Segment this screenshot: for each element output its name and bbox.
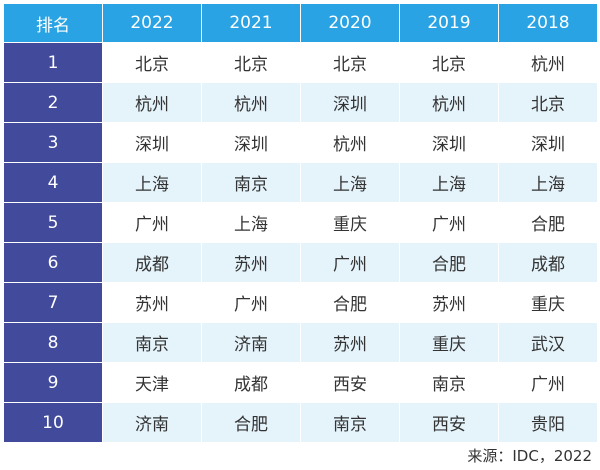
rank-cell: 6 [3, 242, 103, 283]
city-cell: 上海 [498, 162, 598, 203]
city-ranking-table: 排名 2022 2021 2020 2019 2018 1 北京 北京 北京 北… [3, 3, 598, 443]
city-cell: 南京 [102, 322, 202, 363]
header-rank: 排名 [3, 3, 103, 43]
city-cell: 南京 [201, 162, 301, 203]
city-cell: 西安 [399, 402, 499, 443]
table-header-row: 排名 2022 2021 2020 2019 2018 [3, 3, 598, 43]
city-cell: 西安 [300, 362, 400, 403]
city-cell: 杭州 [498, 42, 598, 83]
header-year-2022: 2022 [102, 3, 202, 43]
rank-cell: 4 [3, 162, 103, 203]
city-cell: 合肥 [300, 282, 400, 323]
city-cell: 贵阳 [498, 402, 598, 443]
city-cell: 济南 [102, 402, 202, 443]
table-row: 10 济南 合肥 南京 西安 贵阳 [3, 402, 598, 443]
city-cell: 广州 [399, 202, 499, 243]
rank-cell: 2 [3, 82, 103, 123]
city-cell: 北京 [399, 42, 499, 83]
city-cell: 济南 [201, 322, 301, 363]
city-cell: 成都 [498, 242, 598, 283]
city-cell: 深圳 [300, 82, 400, 123]
city-cell: 苏州 [399, 282, 499, 323]
city-cell: 北京 [201, 42, 301, 83]
city-cell: 成都 [102, 242, 202, 283]
city-cell: 杭州 [102, 82, 202, 123]
table-row: 1 北京 北京 北京 北京 杭州 [3, 42, 598, 83]
city-cell: 成都 [201, 362, 301, 403]
city-cell: 上海 [102, 162, 202, 203]
table-row: 5 广州 上海 重庆 广州 合肥 [3, 202, 598, 243]
city-cell: 深圳 [201, 122, 301, 163]
header-year-2019: 2019 [399, 3, 499, 43]
rank-cell: 3 [3, 122, 103, 163]
city-cell: 合肥 [399, 242, 499, 283]
city-cell: 重庆 [399, 322, 499, 363]
city-cell: 北京 [300, 42, 400, 83]
city-cell: 重庆 [498, 282, 598, 323]
city-cell: 上海 [399, 162, 499, 203]
city-cell: 苏州 [102, 282, 202, 323]
header-year-2018: 2018 [498, 3, 598, 43]
city-cell: 深圳 [498, 122, 598, 163]
city-cell: 广州 [102, 202, 202, 243]
table-row: 7 苏州 广州 合肥 苏州 重庆 [3, 282, 598, 323]
table-row: 9 天津 成都 西安 南京 广州 [3, 362, 598, 403]
city-cell: 北京 [498, 82, 598, 123]
city-cell: 广州 [300, 242, 400, 283]
city-cell: 杭州 [300, 122, 400, 163]
rank-cell: 7 [3, 282, 103, 323]
table-row: 3 深圳 深圳 杭州 深圳 深圳 [3, 122, 598, 163]
city-cell: 天津 [102, 362, 202, 403]
city-cell: 武汉 [498, 322, 598, 363]
city-cell: 合肥 [498, 202, 598, 243]
table-row: 2 杭州 杭州 深圳 杭州 北京 [3, 82, 598, 123]
rank-cell: 8 [3, 322, 103, 363]
city-cell: 杭州 [399, 82, 499, 123]
rank-cell: 10 [3, 402, 103, 443]
table-row: 8 南京 济南 苏州 重庆 武汉 [3, 322, 598, 363]
city-cell: 上海 [300, 162, 400, 203]
city-cell: 北京 [102, 42, 202, 83]
table-row: 6 成都 苏州 广州 合肥 成都 [3, 242, 598, 283]
city-cell: 合肥 [201, 402, 301, 443]
header-year-2020: 2020 [300, 3, 400, 43]
source-note: 来源：IDC，2022 [467, 447, 592, 465]
city-cell: 上海 [201, 202, 301, 243]
city-cell: 深圳 [399, 122, 499, 163]
rank-cell: 9 [3, 362, 103, 403]
city-cell: 杭州 [201, 82, 301, 123]
table-row: 4 上海 南京 上海 上海 上海 [3, 162, 598, 203]
city-cell: 深圳 [102, 122, 202, 163]
city-cell: 苏州 [201, 242, 301, 283]
city-cell: 南京 [300, 402, 400, 443]
rank-cell: 1 [3, 42, 103, 83]
city-cell: 苏州 [300, 322, 400, 363]
city-cell: 重庆 [300, 202, 400, 243]
header-year-2021: 2021 [201, 3, 301, 43]
city-cell: 南京 [399, 362, 499, 403]
city-cell: 广州 [498, 362, 598, 403]
rank-cell: 5 [3, 202, 103, 243]
city-cell: 广州 [201, 282, 301, 323]
